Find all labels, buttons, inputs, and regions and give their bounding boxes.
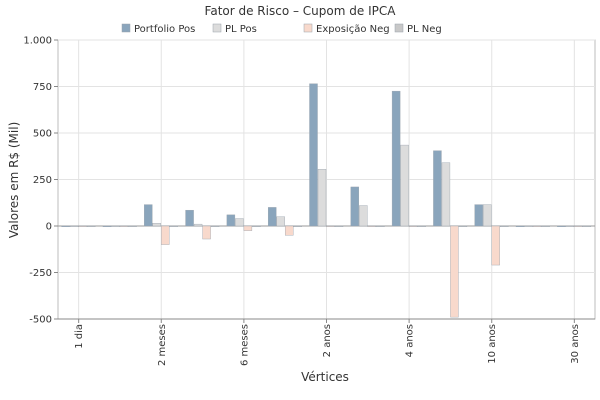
legend-label: Exposição Neg [316,24,390,35]
legend: Portfolio Pos PL Pos Exposição Neg PL Neg [121,23,442,35]
bar [69,225,79,228]
bar [334,225,344,228]
bar [515,225,525,228]
x-tick-label: 30 anos [570,324,581,364]
x-tick-label: 6 meses [239,324,250,366]
bar [574,225,583,228]
bar [226,214,236,227]
bar [491,225,500,266]
x-tick-label: 2 meses [157,324,168,366]
x-tick-label: 2 anos [322,324,333,357]
bar [408,225,418,228]
bar [565,225,575,228]
bar [252,225,261,228]
y-tick-label: 250 [33,175,52,186]
bar [284,225,294,236]
bar [61,225,70,228]
bar [500,225,509,228]
bar [119,225,129,228]
bar [376,225,385,228]
legend-label: PL Pos [225,24,257,35]
bar [111,225,120,228]
chart-title: Fator de Risco – Cupom de IPCA [205,4,397,18]
bar [391,90,401,227]
bar [541,225,550,228]
bar [524,225,533,228]
bar [450,225,459,318]
legend-swatch [212,23,222,33]
y-tick-label: 0 [46,222,52,233]
bar [483,204,492,227]
bar [235,218,244,227]
x-axis-label: Vértices [301,370,349,384]
bar [267,207,277,227]
legend-swatch [303,23,313,33]
bar [350,186,360,227]
x-tick-label: 10 anos [487,324,498,364]
bar [582,225,592,228]
bar [102,225,112,228]
bar [78,225,87,228]
bar [128,225,137,228]
bar [152,223,161,227]
bar [86,225,96,228]
bar [367,225,377,228]
y-tick-label: -250 [29,268,52,279]
bar [193,223,203,227]
x-tick-label: 1 dia [74,324,85,349]
bar [317,169,327,227]
y-tick-label: 1.000 [23,36,52,47]
bar [293,225,302,228]
bar [458,225,468,228]
bar [474,204,483,227]
bar [557,225,566,228]
bar [161,225,170,245]
legend-swatch [394,23,404,33]
bar [400,144,409,227]
y-tick-label: 750 [33,82,52,93]
bar [417,225,426,228]
legend-label: PL Neg [407,24,442,35]
bar [202,225,211,240]
bar [144,204,153,227]
bar [433,150,442,227]
legend-swatch [121,23,131,33]
bar [276,216,285,227]
y-tick-label: -500 [29,315,52,326]
x-tick-label: 4 anos [405,324,416,357]
legend-label: Portfolio Pos [134,24,195,35]
bar [309,83,318,227]
bar [326,225,335,228]
bar [169,225,178,228]
bar [185,209,194,227]
bar [243,225,253,231]
y-tick-label: 500 [33,129,52,140]
bar [441,162,451,227]
bar [532,225,542,228]
bar [210,225,220,228]
y-axis-label: Valores em R$ (Mil) [7,122,21,238]
plot-area: -500 -250 0 250 500 750 1.000 1 dia 2 meses 6 mes… [23,36,596,366]
bar [359,205,368,227]
